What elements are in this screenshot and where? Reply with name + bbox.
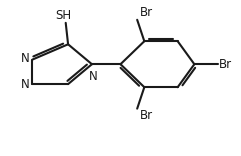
Text: N: N [21, 78, 30, 91]
Text: Br: Br [140, 6, 153, 19]
Text: N: N [21, 52, 30, 65]
Text: N: N [89, 70, 97, 83]
Text: Br: Br [140, 109, 153, 122]
Text: Br: Br [219, 58, 233, 71]
Text: SH: SH [55, 9, 71, 22]
